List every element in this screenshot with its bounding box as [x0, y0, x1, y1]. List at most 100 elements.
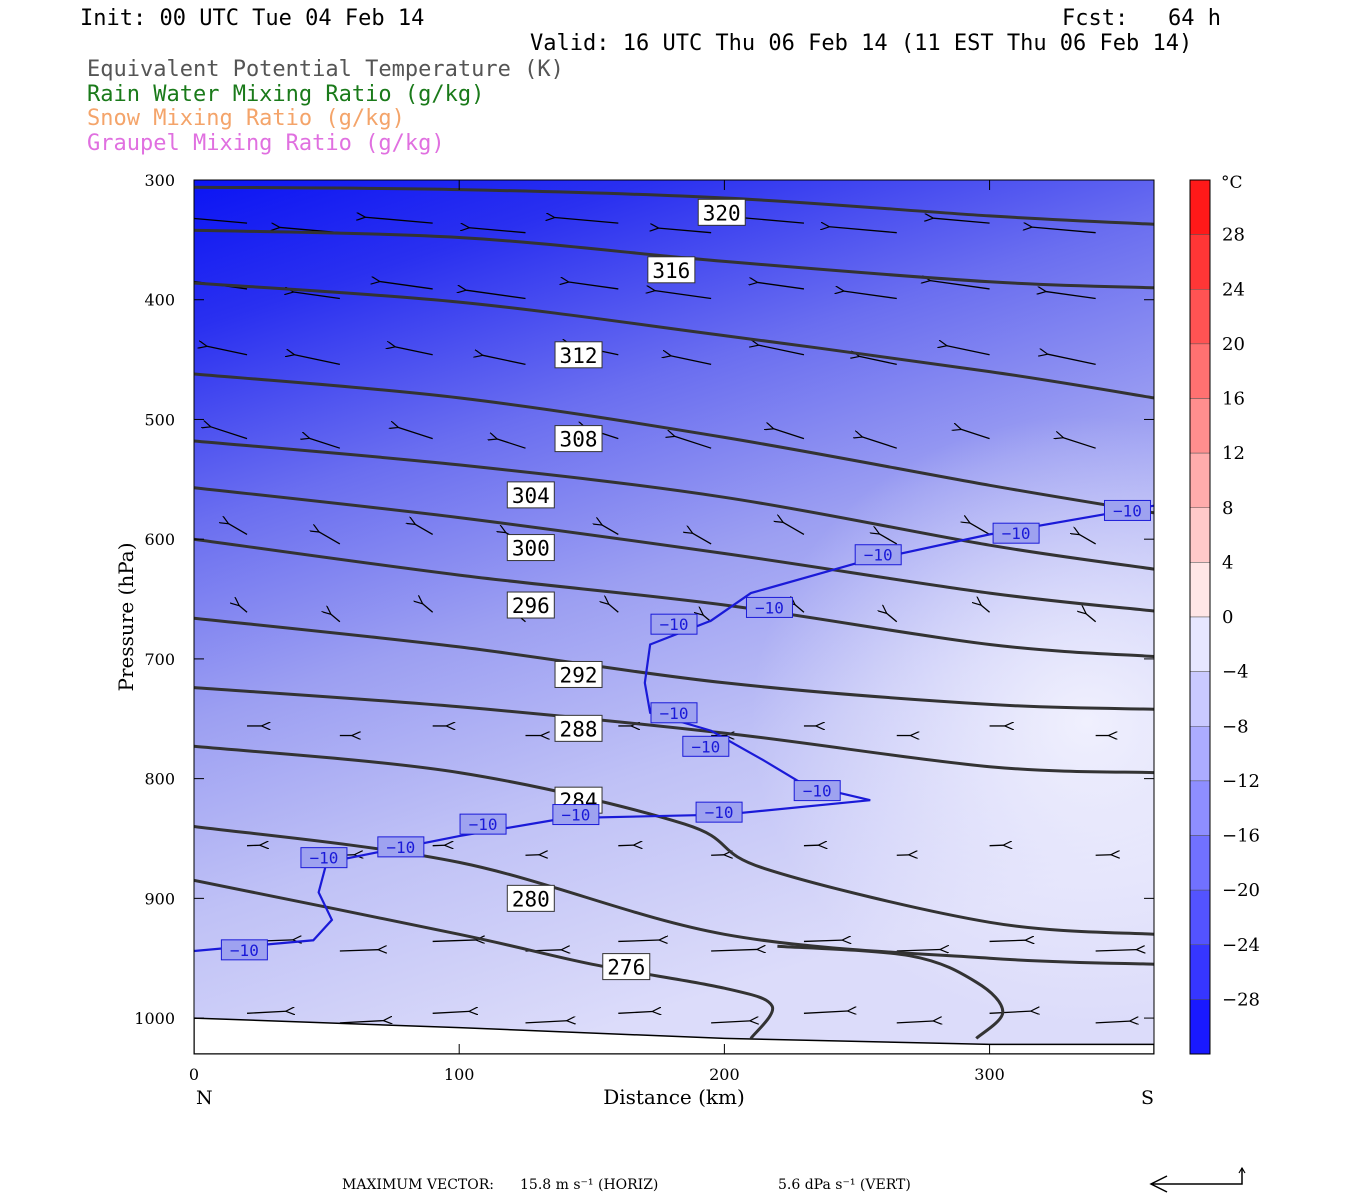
wind-vector [947, 346, 990, 356]
isotherm-label-box [377, 836, 425, 858]
wind-vector [1095, 1021, 1130, 1023]
isotherm-label-box [695, 801, 743, 823]
wind-vector [415, 524, 433, 535]
wind-vector [783, 522, 805, 535]
isotherm-label: −10 [660, 615, 689, 634]
colorbar-label: −4 [1222, 662, 1249, 683]
wind-vector [659, 228, 712, 234]
wind-vector [618, 940, 659, 941]
colorbar-label: 8 [1222, 498, 1233, 519]
contour-label: 316 [652, 259, 690, 283]
y-tick-label: 1000 [134, 1009, 175, 1028]
contour-label-box [697, 198, 746, 226]
colorbar-bin [1189, 889, 1211, 945]
theta-e-contour [194, 744, 1154, 936]
x-tick-label: 0 [189, 1065, 199, 1084]
theta-e-contour [194, 439, 1154, 571]
isotherm-label: −10 [691, 737, 720, 756]
wind-vector [1086, 614, 1097, 623]
theta-e-contour [194, 185, 1154, 226]
colorbar-bin [1189, 562, 1211, 618]
theta-e-contour [777, 944, 1005, 1040]
colorbar-bin [1189, 234, 1211, 290]
colorbar-frame [1189, 179, 1211, 1055]
colorbar-bin [1189, 179, 1211, 235]
wind-vector [803, 1011, 848, 1013]
contour-label-box [647, 256, 696, 284]
colorbar-label: −8 [1222, 716, 1249, 737]
x-tick-label: 300 [974, 1065, 1005, 1084]
contour-label-box [506, 534, 555, 562]
contour-label: 288 [560, 717, 598, 741]
wind-vector [671, 356, 712, 366]
wind-vector [803, 845, 818, 846]
wind-vector [207, 346, 248, 356]
isotherm-minus10 [194, 504, 1154, 953]
wind-vector [294, 292, 340, 300]
contour-label: 296 [512, 594, 550, 618]
contour-label: 292 [560, 663, 598, 687]
init-time: Init: 00 UTC Tue 04 Feb 14 [80, 6, 425, 31]
wind-vector [759, 345, 805, 356]
colorbar-bin [1189, 999, 1211, 1055]
wind-vectors [194, 217, 1136, 1023]
colorbar-label: −28 [1222, 989, 1260, 1010]
isotherm-label: −10 [469, 815, 498, 834]
theta-e-contours [194, 185, 1154, 1040]
contour-label: 276 [607, 956, 645, 980]
wind-vector [555, 218, 619, 224]
isotherm-line [194, 504, 1154, 953]
wind-vector [497, 439, 526, 449]
wind-vector [981, 605, 990, 613]
isotherm-label: −10 [561, 806, 590, 825]
theta-e-contour [194, 486, 1154, 613]
y-tick-label: 600 [144, 530, 175, 549]
terrain [194, 1017, 1154, 1054]
wind-vector [896, 950, 940, 952]
wind-vector [693, 533, 712, 545]
colorbar-label: 20 [1222, 334, 1245, 355]
colorbar-bin [1189, 780, 1211, 836]
max-vector-vert: 5.6 dPa s⁻¹ (VERT) [778, 1177, 911, 1193]
contour-label-box [554, 425, 603, 453]
wind-vector [1048, 354, 1096, 366]
wind-vector [423, 604, 434, 613]
isotherm-label: −10 [864, 546, 893, 565]
axes: 300 400 500 600 700 800 900 1000 0 100 200 300 [134, 171, 1154, 1084]
isotherm-label: −10 [230, 941, 259, 960]
wind-vector [961, 429, 990, 440]
y-tick-label: 700 [144, 650, 175, 669]
contour-label: 308 [560, 428, 598, 452]
isotherm-label-box [745, 596, 793, 618]
wind-vector [569, 282, 619, 290]
y-tick-label: 900 [144, 889, 175, 908]
wind-vector [1079, 535, 1096, 545]
max-vector-horiz: 15.8 m s⁻¹ (HORIZ) [520, 1177, 659, 1193]
colorbar-label: 16 [1222, 389, 1245, 410]
isotherm-label: −10 [1113, 501, 1142, 520]
wind-vector [483, 355, 526, 366]
colorbar-bin [1189, 289, 1211, 345]
theta-e-contour [194, 372, 1154, 515]
theta-e-contour [194, 616, 1154, 711]
colorbar-label: 0 [1222, 607, 1233, 628]
x-end-left-label: N [196, 1087, 213, 1109]
contour-label-box [506, 481, 555, 509]
theta-e-contour [194, 537, 1154, 658]
wind-vector [970, 523, 990, 535]
colorbar-bin [1189, 343, 1211, 399]
isotherm-label: −10 [705, 803, 734, 822]
wind-vector [744, 218, 805, 224]
wind-vector [862, 437, 897, 449]
isotherm-label: −10 [755, 598, 784, 617]
wind-vector [331, 614, 341, 623]
wind-vector [365, 217, 433, 224]
wind-vector [609, 604, 619, 613]
contour-label-box [506, 884, 555, 912]
wind-vector [774, 429, 805, 440]
legend-rain-water: Rain Water Mixing Ratio (g/kg) [87, 82, 485, 107]
isotherm-label-box [300, 847, 348, 869]
wind-vector [711, 949, 757, 951]
colorbar-bin [1189, 944, 1211, 1000]
